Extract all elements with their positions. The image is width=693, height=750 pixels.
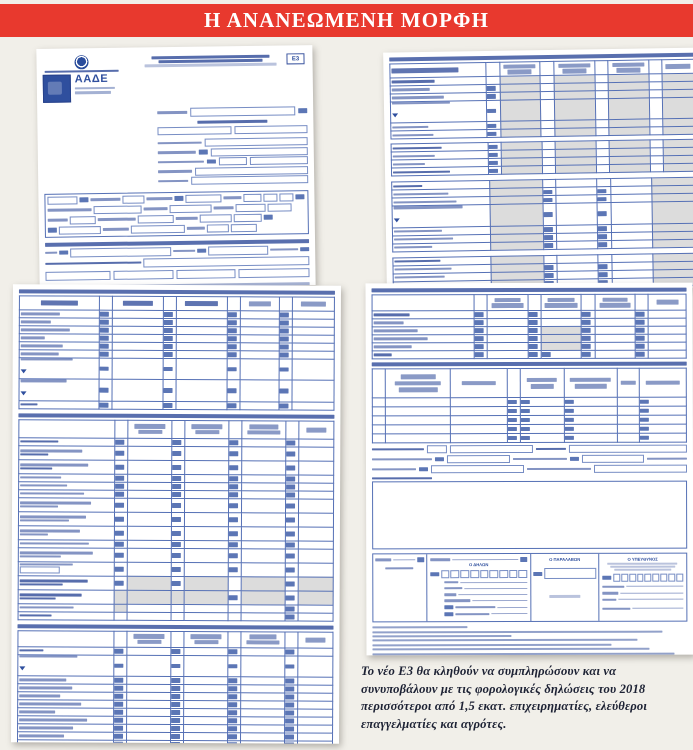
- document-e3-page-4[interactable]: Ο ΔΗΛΩΝ: [365, 282, 693, 656]
- signature-block-receiver[interactable]: Ο ΠΑΡΑΛΑΒΩΝ: [531, 554, 600, 622]
- activity-input[interactable]: [195, 165, 309, 176]
- afm-label: [157, 111, 188, 115]
- afm-input[interactable]: [190, 106, 296, 117]
- signature-label-declarant: Ο ΔΗΛΩΝ: [468, 561, 489, 568]
- caption-text: Το νέο Ε3 θα κληθούν να συμπληρώσουν και…: [361, 664, 648, 731]
- category-input[interactable]: [191, 175, 309, 185]
- signature-row[interactable]: Ο ΔΗΛΩΝ: [372, 552, 688, 623]
- greek-republic-emblem-icon: [74, 55, 89, 70]
- document-e3-page-3[interactable]: [11, 284, 341, 744]
- section-a-row-1[interactable]: [70, 246, 172, 258]
- section-c-table[interactable]: [389, 59, 693, 140]
- notes-label: [372, 477, 433, 480]
- aade-logo-icon: [42, 74, 72, 104]
- aade-subtitle-line-2: [74, 91, 111, 94]
- year-from-input[interactable]: [157, 126, 232, 136]
- section-header-e: [17, 624, 334, 630]
- section-c-subtable-2[interactable]: [391, 177, 693, 252]
- fiscal-year-label: [197, 119, 268, 124]
- form-heading-line: [144, 62, 277, 67]
- books-input[interactable]: [218, 157, 247, 166]
- section-a-row-2[interactable]: [143, 255, 310, 268]
- dropdown-marker-icon[interactable]: [392, 113, 399, 118]
- document-e3-page-2[interactable]: [383, 47, 693, 293]
- taxpayer-type-input[interactable]: [210, 146, 308, 157]
- section-header-d: [18, 289, 335, 295]
- year-to-input[interactable]: [233, 125, 308, 135]
- notes-area[interactable]: [372, 480, 688, 550]
- document-e3-page-1[interactable]: ΑΑΔΕ Ε3: [36, 45, 316, 289]
- section-st-table[interactable]: [372, 368, 687, 444]
- section-d-table[interactable]: [18, 295, 335, 410]
- aade-subtitle-line-1: [74, 87, 115, 90]
- signature-label-receiver: Ο ΠΑΡΑΛΑΒΩΝ: [549, 557, 581, 563]
- signature-block-responsible[interactable]: Ο ΥΠΕΥΘΥΝΟΣ: [599, 554, 686, 621]
- doy-input[interactable]: [204, 137, 308, 147]
- headline-title: Η ΑΝΑΝΕΩΜΕΝΗ ΜΟΡΦΗ: [203, 8, 490, 32]
- section-c-subtable-1[interactable]: [391, 139, 693, 177]
- headline-banner: Η ΑΝΑΝΕΩΜΕΝΗ ΜΟΡΦΗ: [0, 4, 693, 37]
- signature-label-responsible: Ο ΥΠΕΥΘΥΝΟΣ: [627, 557, 658, 563]
- section-z-table[interactable]: [372, 294, 687, 360]
- section-header-z: [371, 287, 687, 293]
- identification-block[interactable]: [44, 189, 309, 238]
- section-header-d1: [18, 413, 335, 419]
- form-code-badge: Ε3: [286, 53, 305, 65]
- afm-code: [298, 108, 308, 114]
- section-d1-table[interactable]: [18, 419, 335, 621]
- footnotes-block: [372, 626, 687, 656]
- section-e-table[interactable]: [16, 630, 333, 744]
- signature-block-place-date[interactable]: [373, 554, 428, 622]
- signature-block-declarant[interactable]: Ο ΔΗΛΩΝ: [426, 554, 532, 622]
- aade-wordmark: ΑΑΔΕ: [74, 73, 109, 86]
- section-header-st: [371, 361, 687, 367]
